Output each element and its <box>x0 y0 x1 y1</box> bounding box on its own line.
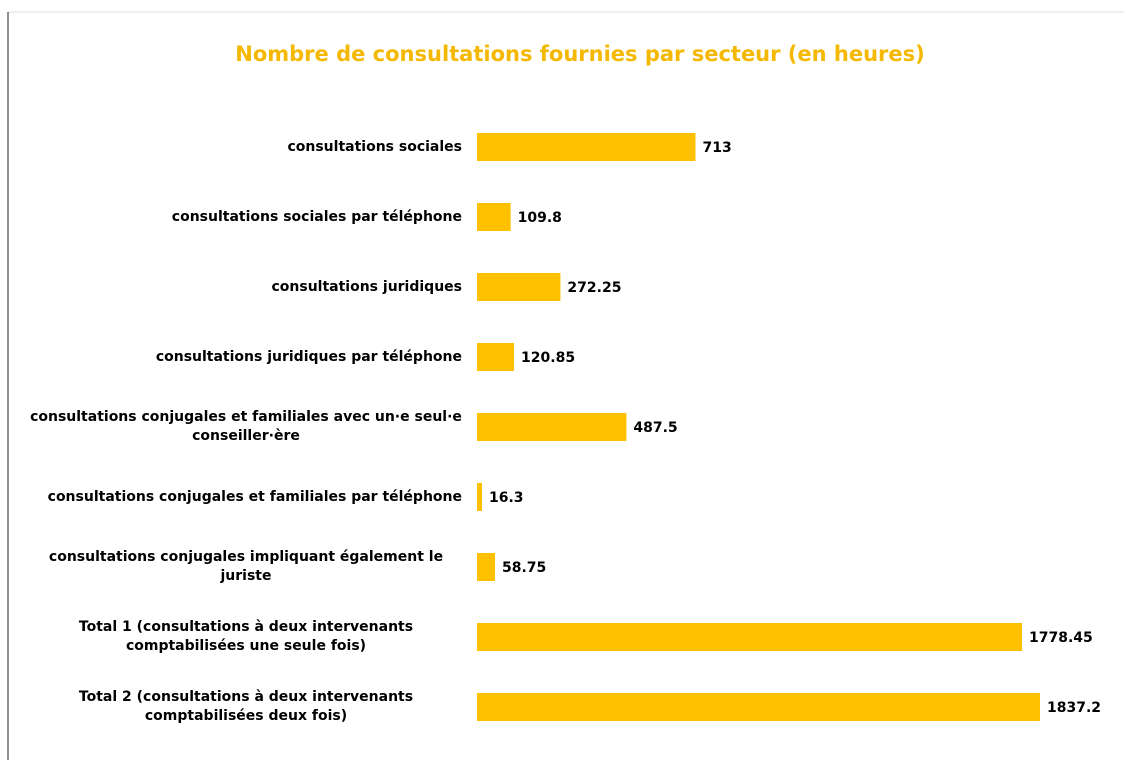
bar <box>477 553 496 581</box>
category-label-box: consultations conjugales et familiales a… <box>30 397 462 457</box>
category-label: consultations sociales <box>287 138 462 155</box>
bar <box>477 483 482 511</box>
bar <box>477 273 561 301</box>
value-label: 16.3 <box>489 490 524 506</box>
chart-title: Nombre de consultations fournies par sec… <box>235 42 925 66</box>
category-label: consultations juridiques par téléphone <box>155 348 462 365</box>
category-label-box: consultations conjugales et familiales p… <box>30 467 462 527</box>
bar <box>477 133 696 161</box>
bar <box>477 203 511 231</box>
bar <box>477 623 1022 651</box>
category-label-box: consultations juridiques par téléphone <box>30 327 462 387</box>
category-label-box: consultations sociales par téléphone <box>30 187 462 247</box>
bar <box>477 343 515 371</box>
category-label-box: consultations conjugales impliquant égal… <box>30 537 462 597</box>
value-label: 713 <box>702 140 731 156</box>
category-label-box: consultations sociales <box>30 117 462 177</box>
value-label: 109.8 <box>518 210 562 226</box>
value-label: 1778.45 <box>1029 630 1093 646</box>
category-label: consultations sociales par téléphone <box>171 208 462 225</box>
value-label: 120.85 <box>521 350 575 366</box>
bar <box>477 693 1040 721</box>
category-label: consultations conjugales impliquant égal… <box>48 549 444 584</box>
category-label-box: Total 1 (consultations à deux intervenan… <box>30 607 462 667</box>
value-label: 272.25 <box>567 280 621 296</box>
value-label: 1837.2 <box>1047 700 1101 716</box>
category-label: Total 1 (consultations à deux intervenan… <box>78 619 414 654</box>
bar <box>477 413 627 441</box>
value-label: 58.75 <box>502 560 546 576</box>
category-label: consultations juridiques <box>271 278 462 295</box>
category-label-box: Total 2 (consultations à deux intervenan… <box>30 677 462 737</box>
category-label: consultations conjugales et familiales p… <box>47 488 462 505</box>
value-label: 487.5 <box>633 420 677 436</box>
category-label: Total 2 (consultations à deux intervenan… <box>78 689 414 724</box>
category-label: consultations conjugales et familiales a… <box>30 409 462 444</box>
category-label-box: consultations juridiques <box>30 257 462 317</box>
